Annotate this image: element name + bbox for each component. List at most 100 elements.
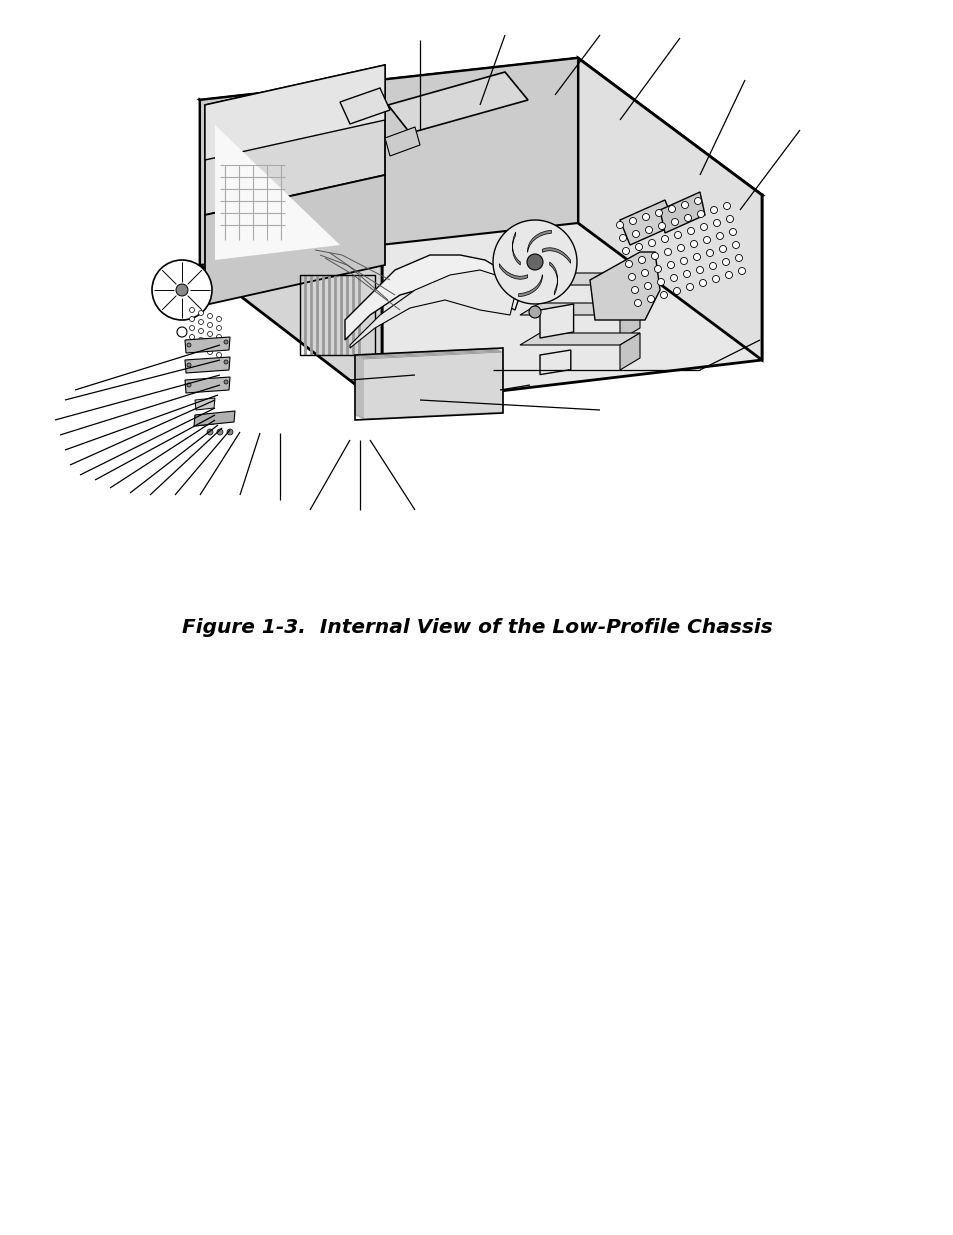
Polygon shape [205,175,385,305]
Polygon shape [205,65,385,215]
Polygon shape [185,377,230,393]
Polygon shape [356,350,497,416]
Circle shape [207,429,213,435]
Circle shape [696,267,702,273]
Polygon shape [205,65,385,161]
Circle shape [635,243,641,251]
Circle shape [216,343,221,348]
Circle shape [208,322,213,327]
Circle shape [651,252,658,259]
Circle shape [190,316,194,321]
Circle shape [216,316,221,321]
Polygon shape [519,333,639,345]
Circle shape [187,343,191,347]
Circle shape [686,284,693,290]
Circle shape [187,383,191,387]
Circle shape [208,350,213,354]
Circle shape [648,240,655,247]
Polygon shape [493,220,577,304]
Circle shape [628,273,635,280]
Circle shape [719,246,726,252]
Polygon shape [549,262,557,295]
Polygon shape [194,398,214,410]
Polygon shape [519,303,639,315]
Circle shape [190,326,194,331]
Circle shape [622,247,629,254]
Circle shape [677,245,684,252]
Circle shape [618,235,626,242]
Polygon shape [385,127,419,156]
Circle shape [227,429,233,435]
Circle shape [682,270,690,278]
Circle shape [660,236,668,242]
Circle shape [529,306,540,317]
Circle shape [177,327,187,337]
Circle shape [668,205,675,212]
Circle shape [722,203,730,210]
Circle shape [738,268,744,274]
Circle shape [732,242,739,248]
Polygon shape [193,411,234,426]
Polygon shape [589,252,659,320]
Polygon shape [498,264,527,279]
Circle shape [697,210,703,217]
Circle shape [632,231,639,237]
Circle shape [670,274,677,282]
Circle shape [625,261,632,268]
Polygon shape [619,200,675,245]
Circle shape [721,258,729,266]
Circle shape [190,335,194,340]
Circle shape [735,254,741,262]
Polygon shape [185,337,230,353]
Circle shape [634,300,640,306]
Circle shape [655,210,661,216]
Circle shape [726,215,733,222]
Circle shape [216,326,221,331]
Circle shape [700,224,707,231]
Polygon shape [539,350,570,374]
Circle shape [657,279,664,285]
Polygon shape [578,58,761,359]
Circle shape [641,214,649,221]
Circle shape [152,261,212,320]
Circle shape [671,219,678,226]
Circle shape [709,263,716,269]
Circle shape [684,215,691,221]
Polygon shape [200,58,578,266]
Circle shape [680,201,688,209]
Text: Figure 1-3.  Internal View of the Low-Profile Chassis: Figure 1-3. Internal View of the Low-Pro… [181,618,772,637]
Circle shape [659,291,667,299]
Circle shape [216,352,221,357]
Polygon shape [512,232,519,266]
Circle shape [631,287,638,294]
Polygon shape [519,273,639,285]
Polygon shape [659,191,704,233]
Circle shape [664,248,671,256]
Circle shape [713,220,720,226]
Circle shape [699,279,706,287]
Circle shape [208,314,213,319]
Circle shape [694,198,700,205]
Circle shape [224,359,228,364]
Circle shape [616,221,623,228]
Circle shape [679,258,687,264]
Circle shape [693,253,700,261]
Circle shape [667,262,674,268]
Circle shape [702,236,710,243]
Circle shape [674,231,680,238]
Polygon shape [542,248,570,263]
Circle shape [724,272,732,279]
Polygon shape [619,303,639,340]
Polygon shape [345,254,519,340]
Circle shape [629,217,636,225]
Circle shape [647,295,654,303]
Circle shape [216,335,221,340]
Polygon shape [619,273,639,310]
Circle shape [706,249,713,257]
Polygon shape [358,350,498,417]
Polygon shape [350,270,515,348]
Polygon shape [214,125,339,261]
Circle shape [658,222,665,230]
Circle shape [710,206,717,214]
Circle shape [690,241,697,247]
